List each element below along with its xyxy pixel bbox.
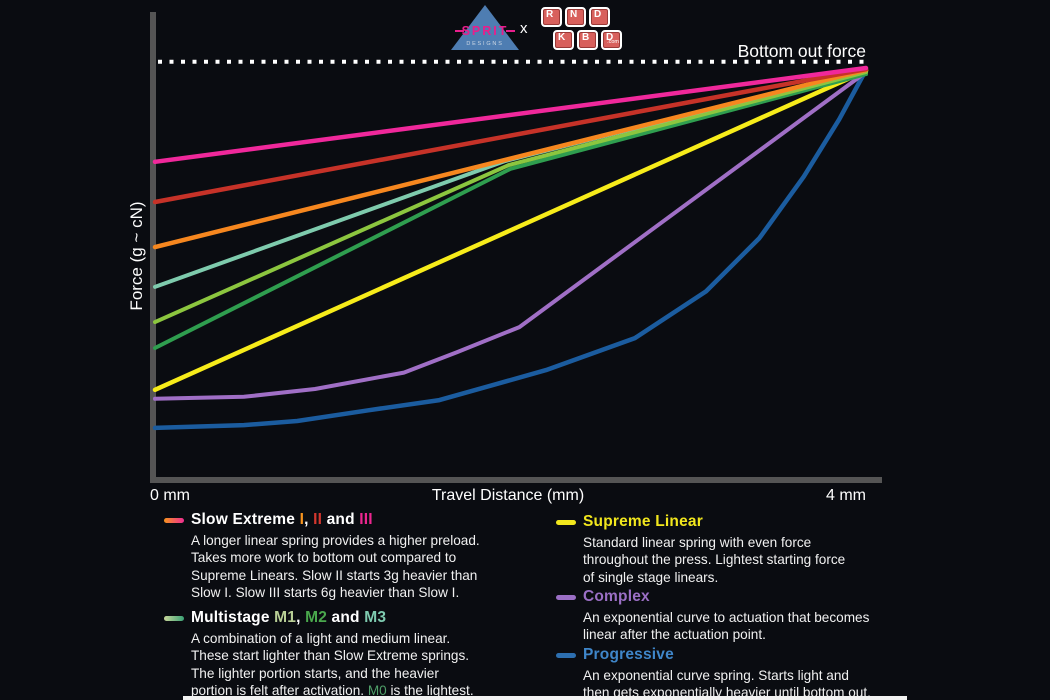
slow-extreme-swatch xyxy=(164,517,184,523)
text-part: is the lightest. xyxy=(386,683,474,699)
keycap-n: N xyxy=(565,7,586,27)
multistage-title: Multistage M1, M2 and M3 xyxy=(191,609,386,627)
bottom-edge-strip xyxy=(183,696,907,700)
text-part: A combination of a light and medium line… xyxy=(191,631,470,699)
x-axis-line xyxy=(150,477,882,483)
legend-item-progressive: Progressive An exponential curve spring.… xyxy=(556,646,871,700)
curve-slow-extreme-ii xyxy=(152,66,869,205)
collab-x-mark: x xyxy=(520,20,528,37)
text-part: , xyxy=(304,511,314,528)
keycap-b: B xyxy=(577,30,598,50)
text-part: M3 xyxy=(364,609,387,626)
keycap-d: D xyxy=(589,7,610,27)
complex-swatch xyxy=(556,594,576,600)
supreme-linear-description: Standard linear spring with even force t… xyxy=(583,534,845,586)
complex-title: Complex xyxy=(583,588,650,606)
multistage-description: A combination of a light and medium line… xyxy=(191,630,474,700)
text-part: III xyxy=(359,511,373,528)
slow-extreme-title: Slow Extreme I, II and III xyxy=(191,511,373,529)
text-part: A longer linear spring provides a higher… xyxy=(191,533,480,601)
curve-slow-extreme-i xyxy=(152,67,869,250)
legend-item-multistage: Multistage M1, M2 and M3 A combination o… xyxy=(164,609,474,700)
text-part: Standard linear spring with even force t… xyxy=(583,535,846,585)
keycap-k: K xyxy=(553,30,574,50)
text-part: M1 xyxy=(274,609,297,626)
text-part: Complex xyxy=(583,588,650,605)
y-axis-label: Force (g ~ cN) xyxy=(127,201,146,311)
text-part: An exponential curve to actuation that b… xyxy=(583,610,870,643)
text-part: and xyxy=(322,511,360,528)
sprit-wordmark: SPRIT xyxy=(462,24,509,38)
triangle-shape xyxy=(451,5,519,50)
text-part: , xyxy=(296,609,306,626)
designs-wordmark: DESIGNS xyxy=(466,41,503,47)
x-axis-title: Travel Distance (mm) xyxy=(431,487,585,504)
text-part: Supreme Linear xyxy=(583,513,703,530)
text-part: Multistage xyxy=(191,609,275,626)
text-part: Slow Extreme xyxy=(191,511,300,528)
progressive-title: Progressive xyxy=(583,646,674,664)
curve-multistage-m1 xyxy=(153,72,868,350)
keycap-r: R xyxy=(541,7,562,27)
complex-description: An exponential curve to actuation that b… xyxy=(583,609,869,644)
text-part: M0 xyxy=(367,683,387,699)
progressive-swatch xyxy=(556,652,576,658)
legend-item-slow-extreme: Slow Extreme I, II and III A longer line… xyxy=(164,511,480,602)
curve-multistage-m2 xyxy=(153,70,868,325)
spring-force-curves xyxy=(152,59,869,431)
legend-item-supreme-linear: Supreme Linear Standard linear spring wi… xyxy=(556,513,845,586)
curve-supreme-linear xyxy=(152,68,869,393)
legend-item-complex: Complex An exponential curve to actuatio… xyxy=(556,588,869,644)
curve-slow-extreme-iii xyxy=(152,65,869,165)
x-max-tick-label: 4 mm xyxy=(826,487,866,504)
dotcom-label: .com xyxy=(607,39,619,45)
x-axis-labels: 0 mm Travel Distance (mm) 4 mm xyxy=(150,487,866,505)
text-part: M2 xyxy=(305,609,328,626)
supreme-linear-title: Supreme Linear xyxy=(583,513,703,531)
text-part: I xyxy=(299,511,305,528)
curve-complex xyxy=(153,70,868,401)
rndkbd-logo-bottom-row: K B D .com xyxy=(553,30,622,50)
sprit-designs-logo: SPRIT DESIGNS xyxy=(451,5,519,50)
text-part: and xyxy=(327,609,365,626)
keycap-d: D .com xyxy=(601,30,622,50)
slow-extreme-description: A longer linear spring provides a higher… xyxy=(191,532,480,602)
bottom-out-force-label: Bottom out force xyxy=(737,41,866,61)
text-part: II xyxy=(313,511,323,528)
text-part: Progressive xyxy=(583,646,674,663)
multistage-swatch xyxy=(164,615,184,621)
supreme-linear-swatch xyxy=(556,519,576,525)
x-min-tick-label: 0 mm xyxy=(150,487,190,504)
curve-progressive xyxy=(152,67,869,431)
